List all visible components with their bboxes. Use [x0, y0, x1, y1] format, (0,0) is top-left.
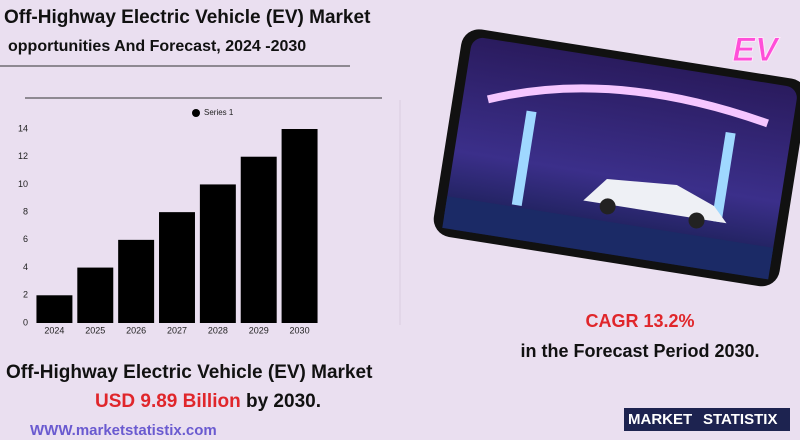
canopy — [486, 84, 769, 128]
x-tick-label: 2030 — [290, 325, 310, 335]
y-tick-label: 12 — [18, 151, 28, 161]
wheel — [688, 212, 705, 229]
y-tick-label: 10 — [18, 179, 28, 189]
y-tick-label: 14 — [18, 123, 28, 133]
bar — [199, 184, 236, 323]
wheel — [599, 198, 616, 215]
logo-box — [624, 408, 790, 431]
x-tick-label: 2029 — [249, 325, 269, 335]
y-tick-label: 4 — [23, 262, 28, 272]
website[interactable]: WWW.marketstatistix.com — [30, 422, 217, 439]
x-tick-label: 2024 — [44, 325, 64, 335]
bar — [159, 212, 195, 323]
legend-marker — [192, 109, 200, 117]
x-tick-label: 2028 — [208, 325, 228, 335]
y-tick-label: 6 — [23, 234, 28, 244]
ground — [442, 196, 774, 280]
y-tick-label: 2 — [23, 290, 28, 300]
y-tick-label: 0 — [23, 317, 28, 327]
market-title: Off-Highway Electric Vehicle (EV) Market — [6, 362, 373, 383]
x-tick-label: 2025 — [85, 325, 105, 335]
illustration — [433, 29, 800, 287]
bar — [281, 129, 318, 323]
cagr-label: CAGR 13.2% — [585, 311, 694, 331]
bar — [118, 239, 155, 323]
logo-left: MARKET — [628, 411, 692, 428]
x-tick-label: 2027 — [167, 325, 187, 335]
market-line: USD 9.89 Billion by 2030. — [95, 391, 321, 412]
market-suffix: by 2030. — [241, 391, 321, 412]
bar — [77, 267, 114, 323]
page-title: Off-Highway Electric Vehicle (EV) Market — [4, 7, 371, 28]
x-tick-label: 2026 — [126, 325, 146, 335]
legend-label: Series 1 — [204, 108, 234, 117]
page-subtitle: opportunities And Forecast, 2024 -2030 — [8, 38, 306, 55]
logo-right: STATISTIX — [703, 411, 777, 428]
y-tick-label: 8 — [23, 207, 28, 217]
bar — [240, 156, 277, 323]
pillar — [711, 131, 736, 223]
cagr-period: in the Forecast Period 2030. — [520, 341, 759, 361]
pillar — [511, 110, 537, 206]
bar — [36, 295, 73, 323]
image-sign: EV — [732, 31, 781, 69]
car — [583, 178, 727, 224]
market-value: USD 9.89 Billion — [95, 391, 241, 412]
